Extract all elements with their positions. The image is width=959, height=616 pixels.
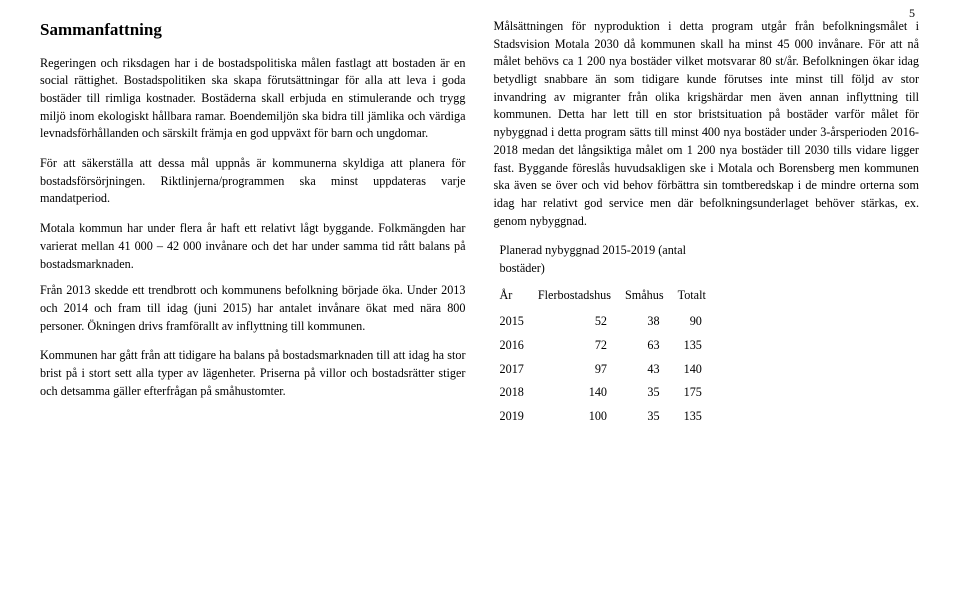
cell-small: 43 [625,358,678,382]
col-total: Totalt [678,284,720,311]
cell-year: 2018 [500,381,538,405]
document-page: 5 Sammanfattning Regeringen och riksdage… [0,0,959,449]
paragraph: Motala kommun har under flera år haft et… [40,220,466,273]
table-row: 2016 72 63 135 [500,334,720,358]
cell-year: 2015 [500,310,538,334]
table-caption-line-2: bostäder) [500,261,545,275]
cell-total: 135 [678,405,720,429]
table-header-row: År Flerbostadshus Småhus Totalt [500,284,720,311]
cell-small: 35 [625,381,678,405]
two-column-layout: Sammanfattning Regeringen och riksdagen … [40,18,919,429]
cell-year: 2016 [500,334,538,358]
table-row: 2017 97 43 140 [500,358,720,382]
paragraph: Målsättningen för nyproduktion i detta p… [494,18,920,230]
table-row: 2019 100 35 135 [500,405,720,429]
paragraph: Kommunen har gått från att tidigare ha b… [40,347,466,400]
cell-year: 2017 [500,358,538,382]
col-multi: Flerbostadshus [538,284,625,311]
table-caption-line-1: Planerad nybyggnad 2015-2019 (antal [500,243,687,257]
left-column: Sammanfattning Regeringen och riksdagen … [40,18,466,429]
cell-small: 63 [625,334,678,358]
cell-year: 2019 [500,405,538,429]
table-row: 2018 140 35 175 [500,381,720,405]
paragraph: Från 2013 skedde ett trendbrott och komm… [40,282,466,335]
cell-total: 90 [678,310,720,334]
cell-multi: 72 [538,334,625,358]
cell-total: 175 [678,381,720,405]
cell-multi: 100 [538,405,625,429]
page-number: 5 [909,6,915,21]
right-column: Målsättningen för nyproduktion i detta p… [494,18,920,429]
cell-total: 140 [678,358,720,382]
cell-multi: 52 [538,310,625,334]
section-heading: Sammanfattning [40,18,466,43]
cell-multi: 97 [538,358,625,382]
col-small: Småhus [625,284,678,311]
table-row: 2015 52 38 90 [500,310,720,334]
planned-construction-table: År Flerbostadshus Småhus Totalt 2015 52 … [500,284,720,429]
paragraph: Regeringen och riksdagen har i de bostad… [40,55,466,143]
cell-total: 135 [678,334,720,358]
col-year: År [500,284,538,311]
cell-small: 35 [625,405,678,429]
paragraph: För att säkerställa att dessa mål uppnås… [40,155,466,208]
cell-small: 38 [625,310,678,334]
table-caption: Planerad nybyggnad 2015-2019 (antal bost… [500,242,920,277]
cell-multi: 140 [538,381,625,405]
